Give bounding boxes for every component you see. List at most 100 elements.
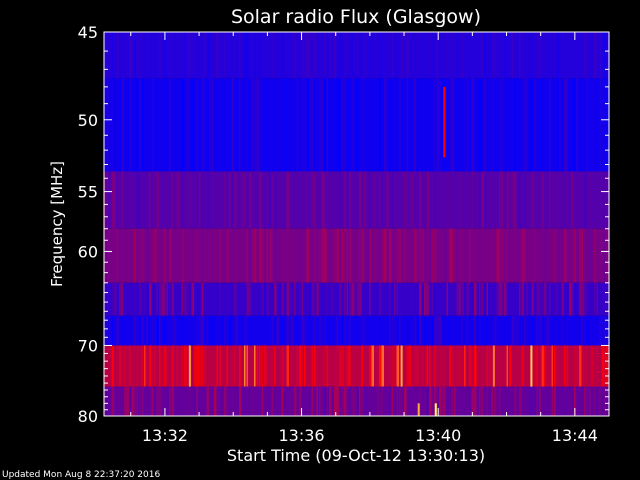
- band-1-streak: [381, 78, 384, 172]
- band-4-streak: [496, 282, 499, 316]
- band-4-streak: [541, 282, 543, 316]
- band-0-streak: [379, 32, 382, 79]
- band-6-streak: [216, 345, 218, 387]
- band-7-streak: [519, 386, 522, 416]
- band-5-streak: [566, 315, 568, 346]
- band-0-streak: [246, 32, 249, 79]
- band-4-streak: [309, 282, 312, 316]
- band-4-streak: [331, 282, 333, 316]
- band-1-streak: [209, 78, 211, 172]
- band-5-streak: [149, 315, 151, 346]
- band-0-streak: [226, 32, 228, 79]
- band-3-streak: [536, 228, 539, 283]
- band-1-streak: [196, 78, 198, 172]
- band-3-streak: [606, 228, 609, 283]
- band-2-streak: [319, 171, 321, 229]
- band-5-streak: [519, 315, 522, 346]
- band-4-streak: [289, 282, 292, 316]
- band-0-streak: [154, 32, 156, 79]
- band-0-streak: [449, 32, 451, 79]
- band-2-streak: [311, 171, 313, 229]
- band-4-streak: [184, 282, 187, 316]
- band-1-streak: [571, 78, 574, 172]
- band-4-streak: [411, 282, 413, 316]
- band-5-streak: [141, 315, 144, 346]
- band-5-streak: [196, 315, 198, 346]
- band-6-streak: [199, 345, 202, 387]
- band-0-streak: [329, 32, 332, 79]
- band-0-streak: [216, 32, 219, 79]
- band-0-streak: [339, 32, 342, 79]
- band-7-streak: [271, 386, 273, 416]
- band-3-streak: [319, 228, 321, 283]
- band-2-streak: [434, 171, 437, 229]
- burst-3: [492, 345, 495, 387]
- band-7-streak: [351, 386, 354, 416]
- band-3-streak: [366, 228, 369, 283]
- band-4-streak: [236, 282, 238, 316]
- band-1-streak: [341, 78, 343, 172]
- band-4-streak: [114, 282, 117, 316]
- band-3-streak: [119, 228, 121, 283]
- band-7-streak: [441, 386, 444, 416]
- band-2-streak: [189, 171, 192, 229]
- band-6-streak: [159, 345, 161, 387]
- band-2-streak: [364, 171, 366, 229]
- band-2-streak: [209, 171, 211, 229]
- band-2-streak: [104, 171, 106, 229]
- band-6-streak: [544, 345, 546, 387]
- band-2-streak: [261, 171, 263, 229]
- burst-4: [530, 345, 533, 387]
- band-3-streak: [361, 228, 364, 283]
- band-4-streak: [326, 282, 328, 316]
- band-2-streak: [539, 171, 542, 229]
- band-6-streak: [511, 345, 514, 387]
- band-1-streak: [239, 78, 241, 172]
- band-0-streak: [271, 32, 273, 79]
- band-4-streak: [501, 282, 503, 316]
- band-0-streak: [596, 32, 599, 79]
- band-7-streak: [389, 386, 391, 416]
- band-0-streak: [114, 32, 117, 79]
- y-axis-label: Frequency [MHz]: [48, 161, 66, 287]
- band-0-streak: [481, 32, 483, 79]
- band-0-streak: [334, 32, 336, 79]
- band-0-streak: [134, 32, 137, 79]
- band-3-streak: [521, 228, 524, 283]
- band-6-streak: [144, 345, 146, 387]
- band-6-streak: [521, 345, 524, 387]
- band-4-streak: [566, 282, 568, 316]
- band-2-streak: [206, 171, 209, 229]
- band-0-streak: [206, 32, 209, 79]
- band-4-streak: [354, 282, 356, 316]
- band-6-streak: [456, 345, 459, 387]
- band-4-streak: [606, 282, 608, 316]
- band-7-streak: [566, 386, 568, 416]
- band-0-streak: [556, 32, 559, 79]
- band-4-streak: [119, 282, 122, 316]
- band-3-streak: [499, 228, 501, 283]
- band-3-streak: [541, 228, 543, 283]
- band-2-streak: [501, 171, 503, 229]
- band-3-streak: [591, 228, 594, 283]
- band-3-streak: [261, 228, 264, 283]
- band-3-streak: [399, 228, 402, 283]
- band-6-streak: [349, 345, 351, 387]
- band-5-streak: [511, 315, 514, 346]
- band-0-streak: [584, 32, 587, 79]
- band-1-streak: [566, 78, 568, 172]
- band-1-streak: [251, 78, 253, 172]
- band-0-streak: [291, 32, 294, 79]
- band-6-streak: [174, 345, 176, 387]
- band-0-streak: [444, 32, 447, 79]
- band-6-streak: [509, 345, 512, 387]
- band-6-streak: [579, 345, 582, 387]
- band-6-streak: [346, 345, 349, 387]
- band-4-streak: [434, 282, 436, 316]
- band-2-streak: [239, 171, 241, 229]
- band-1-streak: [186, 78, 189, 172]
- band-3-streak: [586, 228, 589, 283]
- band-6-streak: [164, 345, 167, 387]
- band-2-streak: [176, 171, 179, 229]
- band-2-streak: [171, 171, 173, 229]
